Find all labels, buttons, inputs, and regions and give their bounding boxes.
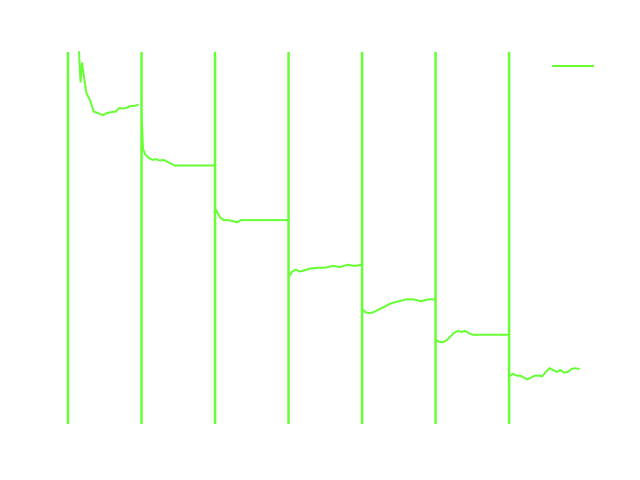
series-segment-1 (140, 110, 217, 167)
series-segments (78, 51, 580, 381)
series-segment-6 (509, 367, 580, 381)
series-segment-2 (214, 207, 290, 224)
series-segment-4 (361, 298, 437, 315)
series-segment-3 (289, 263, 364, 277)
series-segment-0 (78, 51, 139, 117)
spike-lines (66, 52, 511, 424)
series-segment-5 (436, 330, 511, 344)
